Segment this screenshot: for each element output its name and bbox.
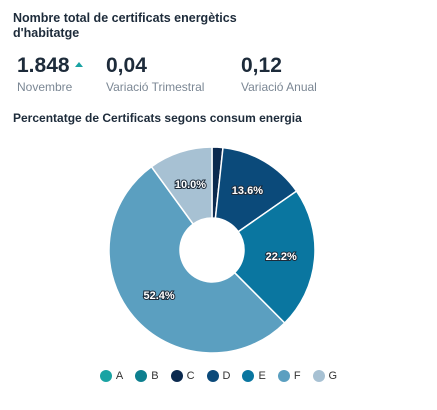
kpi-annual-value: 0,12	[241, 54, 282, 77]
slice-F[interactable]	[108, 165, 286, 354]
legend-label-B: B	[151, 370, 159, 382]
legend-label-C: C	[186, 370, 195, 382]
kpi-quarterly-label: Variació Trimestral	[106, 80, 205, 94]
kpi-quarterly: 0,04 Variació Trimestral	[106, 54, 204, 94]
kpi-annual: 0,12 Variació Anual	[241, 54, 317, 94]
data-label-D: 13.6%	[232, 185, 263, 197]
legend-item-D[interactable]: D	[206, 370, 231, 382]
legend-label-F: F	[293, 370, 301, 382]
kpi-total: 1.848 Novembre	[17, 54, 83, 94]
legend-swatch-E	[242, 370, 255, 382]
legend-item-E[interactable]: E	[242, 370, 266, 382]
legend-swatch-F	[277, 370, 290, 382]
legend-item-B[interactable]: B	[135, 370, 159, 382]
page-title: Nombre total de certificats energètics d…	[13, 11, 237, 40]
kpi-total-value: 1.848	[17, 54, 83, 78]
legend-item-G[interactable]: G	[312, 370, 338, 382]
trend-up-icon	[74, 62, 83, 67]
legend-swatch-D	[206, 370, 219, 382]
donut-chart: 13.6% 22.2% 52.4% 10.0%	[108, 146, 316, 354]
slice-D[interactable]	[214, 146, 298, 233]
chart-legend: A B C D E F G	[0, 370, 437, 382]
legend-swatch-A	[99, 370, 112, 382]
slice-G[interactable]	[150, 146, 213, 226]
legend-label-G: G	[328, 370, 338, 382]
legend-swatch-G	[312, 370, 325, 382]
legend-item-F[interactable]: F	[277, 370, 301, 382]
legend-label-A: A	[115, 370, 124, 382]
data-label-F: 52.4%	[144, 290, 175, 302]
slice-E[interactable]	[233, 190, 316, 325]
legend-label-E: E	[258, 370, 266, 382]
chart-title: Percentatge de Certificats segons consum…	[13, 111, 302, 125]
legend-label-D: D	[222, 370, 231, 382]
data-label-E: 22.2%	[266, 251, 297, 263]
data-label-G: 10.0%	[175, 179, 206, 191]
legend-item-C[interactable]: C	[170, 370, 195, 382]
legend-item-A[interactable]: A	[99, 370, 124, 382]
legend-swatch-B	[135, 370, 148, 382]
kpi-total-label: Novembre	[17, 80, 73, 94]
kpi-annual-label: Variació Anual	[241, 80, 317, 94]
legend-swatch-C	[170, 370, 183, 382]
kpi-quarterly-value: 0,04	[106, 54, 147, 77]
